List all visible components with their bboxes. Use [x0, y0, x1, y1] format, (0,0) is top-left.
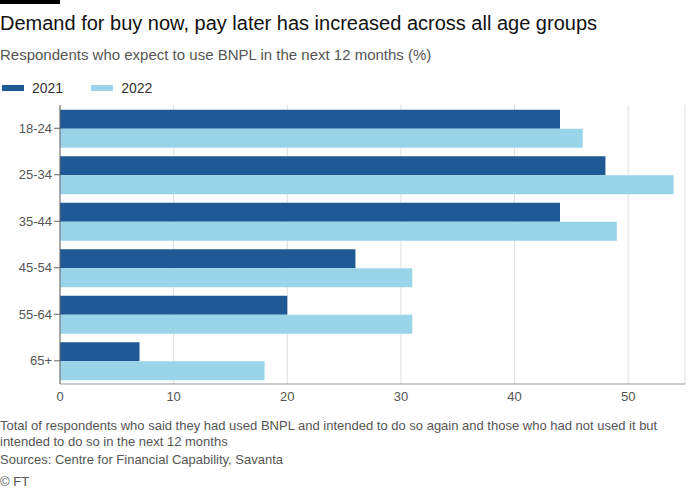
html-text:Demand for buy now, pay later: Demand for buy now, pay later has increa…: [0, 12, 597, 34]
svg-text:18-24: 18-24: [19, 121, 52, 136]
svg-text:0: 0: [56, 389, 63, 404]
svg-text:20: 20: [280, 389, 294, 404]
html-text:Respondents who expect to use: Respondents who expect to use BNPL in th…: [0, 46, 432, 63]
html-text:© FT: © FT: [0, 474, 30, 489]
html-text:Sources: Centre for Financial: Sources: Centre for Financial Capability…: [0, 452, 283, 467]
svg-text:10: 10: [166, 389, 180, 404]
svg-text:50: 50: [621, 389, 635, 404]
svg-text:40: 40: [507, 389, 521, 404]
svg-text:30: 30: [394, 389, 408, 404]
svg-text:35-44: 35-44: [19, 214, 52, 229]
svg-text:25-34: 25-34: [19, 167, 52, 182]
svg-text:65+: 65+: [30, 353, 52, 368]
html-text:2021: 2021: [32, 80, 64, 96]
svg-text:45-54: 45-54: [19, 260, 52, 275]
html-text:2022: 2022: [121, 80, 153, 96]
html-text:Total of respondents who said: Total of respondents who said they had u…: [0, 418, 658, 449]
svg-text:55-64: 55-64: [19, 307, 52, 322]
